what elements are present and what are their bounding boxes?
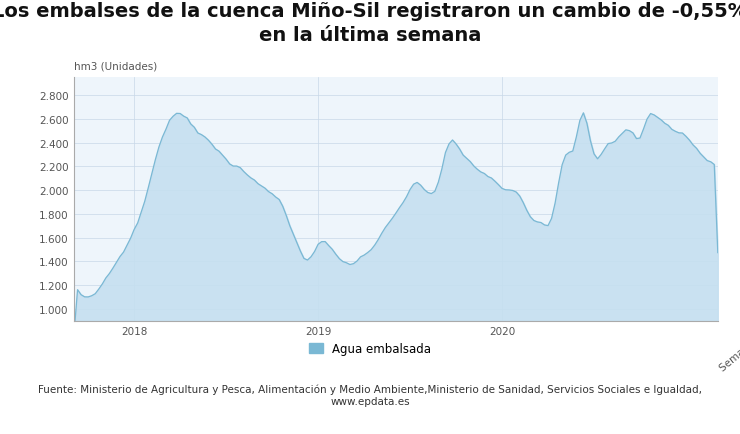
- Text: en la última semana: en la última semana: [259, 26, 481, 45]
- Text: hm3 (Unidades): hm3 (Unidades): [74, 62, 158, 72]
- Text: Los embalses de la cuenca Miño-Sil registraron un cambio de -0,55%: Los embalses de la cuenca Miño-Sil regis…: [0, 2, 740, 21]
- Legend: Agua embalsada: Agua embalsada: [309, 342, 431, 355]
- Text: Fuente: Ministerio de Agricultura y Pesca, Alimentación y Medio Ambiente,Ministe: Fuente: Ministerio de Agricultura y Pesc…: [38, 384, 702, 406]
